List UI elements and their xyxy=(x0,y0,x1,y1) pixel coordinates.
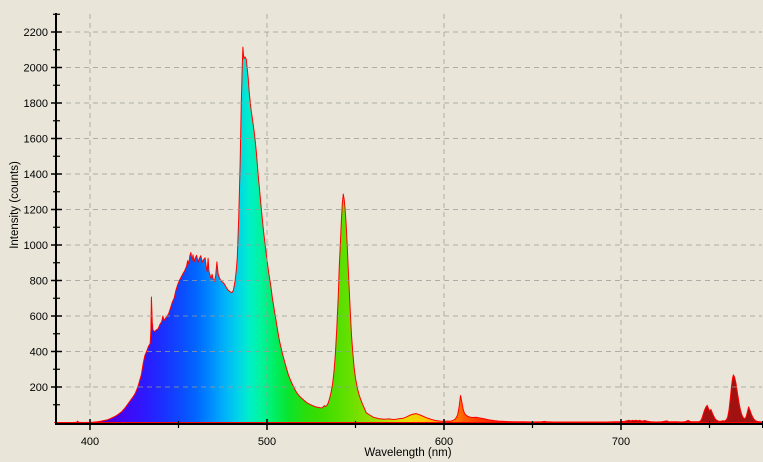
y-tick-label: 1200 xyxy=(24,205,48,217)
spectrum-curve xyxy=(54,46,763,423)
y-tick-label: 800 xyxy=(30,276,48,288)
y-tick-label: 2000 xyxy=(24,63,48,75)
x-tick-label: 500 xyxy=(258,436,276,448)
y-axis-title: Intensity (counts) xyxy=(9,161,21,249)
x-axis-title: Wavelength (nm) xyxy=(364,447,451,459)
y-tick-label: 1000 xyxy=(24,240,48,252)
y-tick-label: 1600 xyxy=(24,134,48,146)
x-tick-label: 700 xyxy=(612,436,630,448)
y-tick-label: 1800 xyxy=(24,98,48,110)
y-tick-label: 2200 xyxy=(24,27,48,39)
axes xyxy=(55,13,763,425)
x-tick-label: 600 xyxy=(435,436,453,448)
tick-labels: 400 500 600 700 200 400 600 800 1000 1200 1400 1600… xyxy=(24,27,631,448)
y-tick-label: 600 xyxy=(30,311,48,323)
y-tick-label: 200 xyxy=(30,382,48,394)
y-tick-label: 400 xyxy=(30,347,48,359)
x-tick-label: 400 xyxy=(81,436,99,448)
spectrum-area xyxy=(54,46,763,423)
gridlines xyxy=(57,14,762,421)
y-tick-label: 1400 xyxy=(24,169,48,181)
